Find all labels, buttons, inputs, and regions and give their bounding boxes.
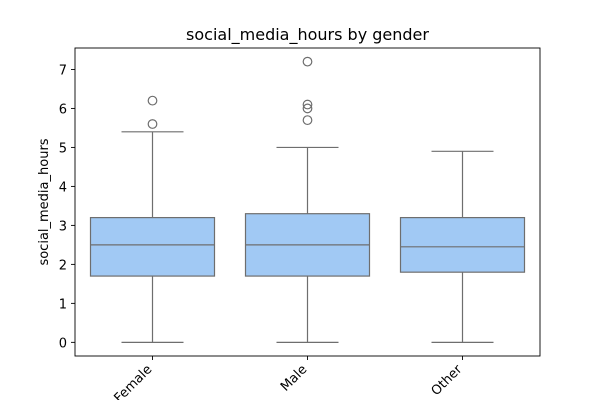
y-tick-label: 0 — [59, 336, 67, 351]
y-tick-label: 3 — [59, 219, 67, 234]
x-axis: Female Male Other — [111, 356, 466, 400]
y-axis-label: social_media_hours — [37, 138, 52, 265]
outlier-point — [302, 99, 313, 110]
y-tick-label: 6 — [59, 102, 67, 117]
y-tick-label: 5 — [59, 141, 67, 156]
iqr-box — [399, 216, 526, 273]
iqr-box — [89, 216, 216, 277]
y-axis: 0 1 2 3 4 5 6 7 — [59, 63, 75, 351]
y-tick-label: 2 — [59, 258, 67, 273]
outlier-point — [302, 115, 313, 126]
box-group — [89, 95, 216, 343]
x-tick-label: Other — [429, 362, 466, 399]
outlier-point — [147, 119, 158, 129]
box-group — [244, 56, 371, 343]
x-tick-label: Female — [111, 362, 155, 400]
outlier-point — [302, 56, 313, 67]
y-tick-label: 7 — [59, 63, 67, 78]
y-tick-label: 4 — [59, 180, 67, 195]
chart-title: social_media_hours by gender — [186, 25, 429, 45]
x-tick-label: Male — [278, 362, 310, 394]
outlier-point — [302, 103, 313, 114]
outlier-point — [147, 95, 158, 106]
boxes — [89, 56, 526, 343]
y-tick-label: 1 — [59, 297, 67, 312]
box-group — [399, 150, 526, 343]
